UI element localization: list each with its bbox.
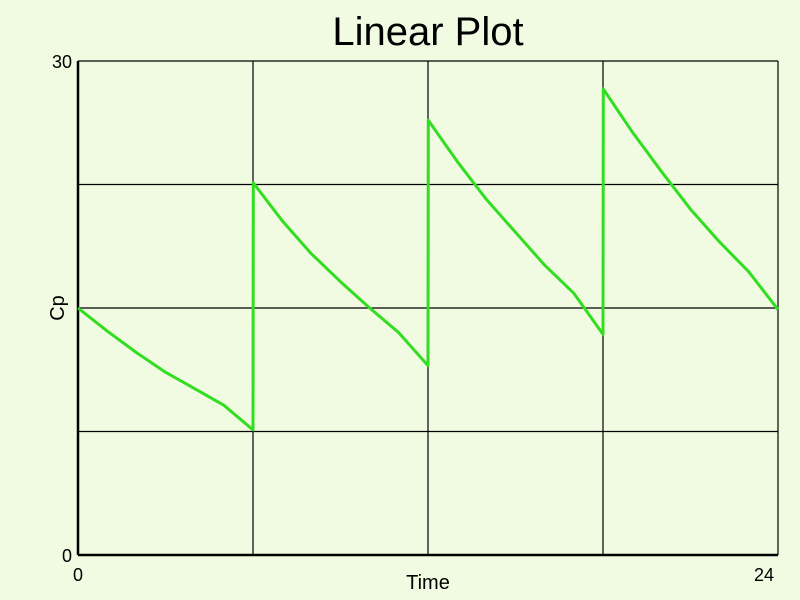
y-tick-label-min: 0 — [62, 546, 72, 566]
x-axis-label: Time — [406, 572, 450, 594]
x-tick-label-max: 24 — [754, 565, 774, 585]
series-line — [77, 87, 780, 432]
y-tick-label-max: 30 — [52, 52, 72, 72]
y-axis-label: Cp — [47, 295, 69, 321]
chart-title: Linear Plot — [332, 10, 523, 54]
x-tick-label-min: 0 — [73, 565, 83, 585]
